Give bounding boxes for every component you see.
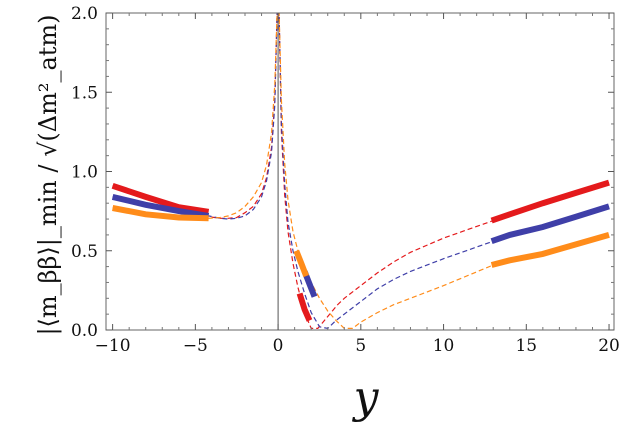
series-2-thick-segment-0 — [112, 205, 209, 222]
series-1-thick-segment-0 — [111, 193, 210, 219]
x-tick-label: 20 — [598, 336, 620, 356]
x-tick-label: 10 — [433, 336, 455, 356]
series-0-dashed-line — [112, 13, 610, 329]
y-tick-label: 2.0 — [71, 4, 98, 24]
x-tick-label: −5 — [183, 336, 208, 356]
series-0-thick-segment-2 — [490, 179, 610, 224]
series-1-thick-segment-2 — [490, 203, 610, 245]
y-tick-label: 0.5 — [71, 242, 98, 262]
y-tick-label: 0.0 — [71, 321, 98, 341]
series-1-dashed-line — [112, 13, 610, 330]
y-tick-label: 1.5 — [71, 83, 98, 103]
tick-layer: −10 −5 0 5 10 15 20 0.0 0.5 1.0 1.5 2.0 — [71, 4, 620, 356]
axis-layer — [105, 12, 615, 331]
series-layer — [111, 13, 610, 330]
series-2-thick-segment-1 — [293, 249, 309, 278]
series-2-thick-segment-2 — [490, 232, 610, 268]
axis-titles: |⟨m_ββ⟩|_min / √(Δm²_atm) y — [34, 14, 380, 423]
series-2-dashed-line — [112, 13, 610, 329]
x-tick-label: 15 — [515, 336, 537, 356]
y-tick-label: 1.0 — [71, 163, 98, 183]
y-axis-title: |⟨m_ββ⟩|_min / √(Δm²_atm) — [34, 14, 63, 335]
series-0-thick-segment-0 — [111, 182, 210, 215]
x-tick-label: 5 — [355, 336, 366, 356]
x-tick-label: −10 — [95, 336, 131, 356]
x-tick-label: 0 — [273, 336, 284, 356]
series-0-thick-segment-1 — [296, 292, 313, 322]
x-axis-title: y — [352, 372, 380, 423]
plot-frame — [105, 12, 615, 331]
